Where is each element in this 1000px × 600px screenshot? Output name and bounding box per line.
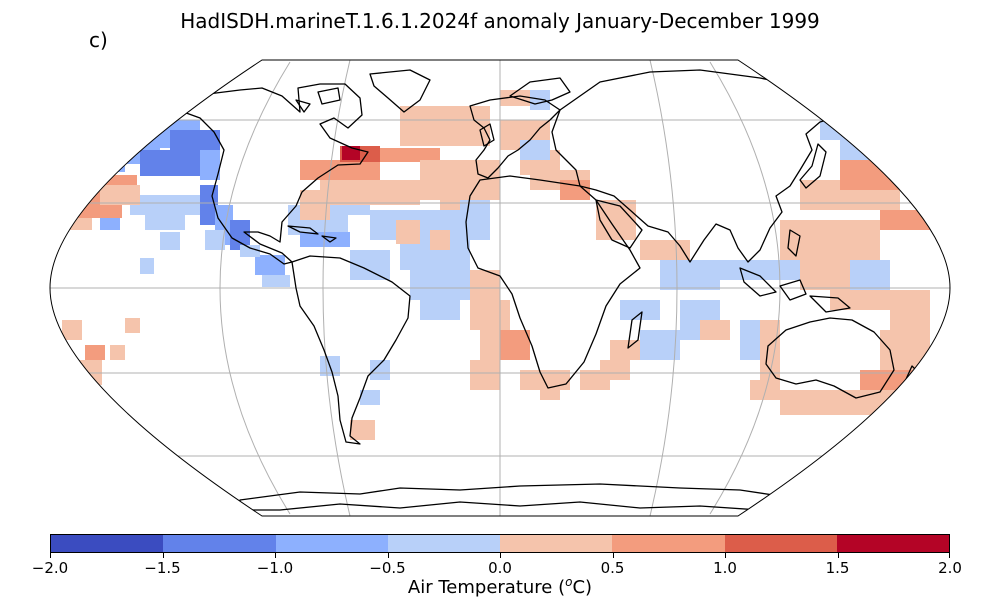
colorbar-tick — [612, 553, 614, 558]
anomaly-cell — [500, 330, 530, 360]
colorbar-tick-label: −1.5 — [144, 559, 181, 577]
anomaly-cell — [350, 420, 375, 440]
anomaly-cell — [600, 360, 630, 380]
anomaly-cell — [750, 380, 780, 400]
anomaly-cell — [130, 195, 200, 215]
anomaly-cell — [62, 320, 82, 340]
anomaly-cell — [110, 345, 125, 360]
colorbar-tick — [275, 553, 276, 558]
colorbar-segment — [836, 535, 949, 552]
anomaly-cell — [780, 220, 880, 260]
anomaly-cell — [62, 218, 92, 230]
colorbar-segment — [724, 535, 837, 552]
panel-label: c) — [89, 28, 108, 52]
anomaly-cell — [200, 150, 220, 180]
anomaly-cell — [145, 215, 185, 230]
anomaly-cell — [100, 185, 140, 205]
anomaly-cell — [560, 180, 590, 200]
globe-outline — [49, 59, 951, 517]
anomaly-cell — [700, 320, 730, 340]
colorbar-tick-label: 1.0 — [713, 559, 737, 577]
anomaly-cell — [140, 258, 154, 274]
colorbar-tick-label: 1.5 — [825, 559, 850, 577]
colorbar-tick — [387, 553, 389, 558]
anomaly-cell — [410, 270, 470, 300]
anomaly-cell — [520, 140, 550, 160]
colorbar-tick-label: −1.0 — [256, 559, 294, 577]
anomaly-cell — [840, 160, 920, 190]
anomaly-cell — [850, 260, 890, 290]
anomaly-cell — [890, 290, 930, 330]
colorbar-segment — [387, 535, 500, 552]
anomaly-cell — [200, 185, 218, 225]
colorbar-tick — [50, 553, 51, 558]
anomaly-cell — [160, 232, 180, 250]
anomaly-cell — [85, 345, 105, 360]
colorbar-tick — [949, 553, 950, 558]
anomaly-cell — [610, 340, 640, 360]
anomaly-cell — [470, 360, 500, 390]
colorbar-tick — [500, 553, 501, 558]
anomaly-cell — [880, 330, 930, 370]
colorbar-tick-label: 2.0 — [938, 559, 962, 577]
anomaly-cell — [240, 245, 260, 257]
anomaly-cell — [262, 275, 290, 287]
anomaly-cell — [420, 300, 460, 320]
anomaly-cell — [300, 190, 330, 220]
anomaly-cell — [640, 330, 680, 360]
colorbar-tick — [725, 553, 726, 558]
anomaly-cell — [700, 260, 760, 280]
colorbar-tick — [837, 553, 839, 558]
anomaly-cell — [300, 160, 380, 180]
world-map — [49, 59, 951, 517]
anomaly-cell — [540, 385, 560, 400]
anomaly-cell — [780, 390, 900, 415]
colorbar-label: Air Temperature (oC) — [407, 575, 593, 598]
anomaly-cell — [230, 220, 250, 250]
anomaly-cell — [380, 148, 440, 162]
anomaly-cell — [360, 390, 380, 405]
colorbar-tick-label: −0.5 — [369, 559, 406, 577]
anomaly-cell — [640, 240, 690, 260]
anomaly-cell — [255, 255, 285, 275]
colorbar-segment — [51, 535, 164, 552]
colorbar-segment — [500, 535, 613, 552]
colorbar-tick — [162, 553, 164, 558]
anomaly-cell — [530, 90, 550, 110]
anomaly-cell — [620, 300, 660, 320]
colorbar-segment — [275, 535, 388, 552]
anomaly-cell — [430, 230, 450, 250]
coastlines — [164, 69, 923, 511]
anomaly-cell — [320, 180, 420, 205]
graticule — [50, 60, 950, 516]
colorbar-segment — [612, 535, 725, 552]
colorbar-tick-label: 0.5 — [600, 559, 625, 577]
colorbar-tick-label: −2.0 — [31, 559, 69, 577]
anomaly-cell — [596, 200, 636, 240]
anomaly-cell — [100, 218, 120, 230]
anomaly-cell — [205, 230, 225, 250]
anomaly-cell — [470, 270, 500, 290]
anomaly-cell — [300, 232, 350, 247]
chart-title: HadISDH.marineT.1.6.1.2024f anomaly Janu… — [180, 9, 820, 33]
anomaly-grid — [62, 90, 940, 440]
anomaly-cell — [396, 220, 420, 244]
anomaly-cell — [830, 290, 890, 310]
anomaly-cell — [840, 140, 900, 160]
anomaly-cell — [400, 106, 490, 146]
anomaly-cell — [760, 320, 780, 380]
anomaly-cell — [370, 360, 390, 380]
colorbar-segment — [163, 535, 276, 552]
colorbar-tick-label: 0.0 — [488, 559, 512, 577]
colorbar — [50, 534, 950, 553]
anomaly-cell — [880, 210, 940, 230]
anomaly-cell — [125, 318, 140, 333]
anomaly-cell — [460, 200, 490, 240]
